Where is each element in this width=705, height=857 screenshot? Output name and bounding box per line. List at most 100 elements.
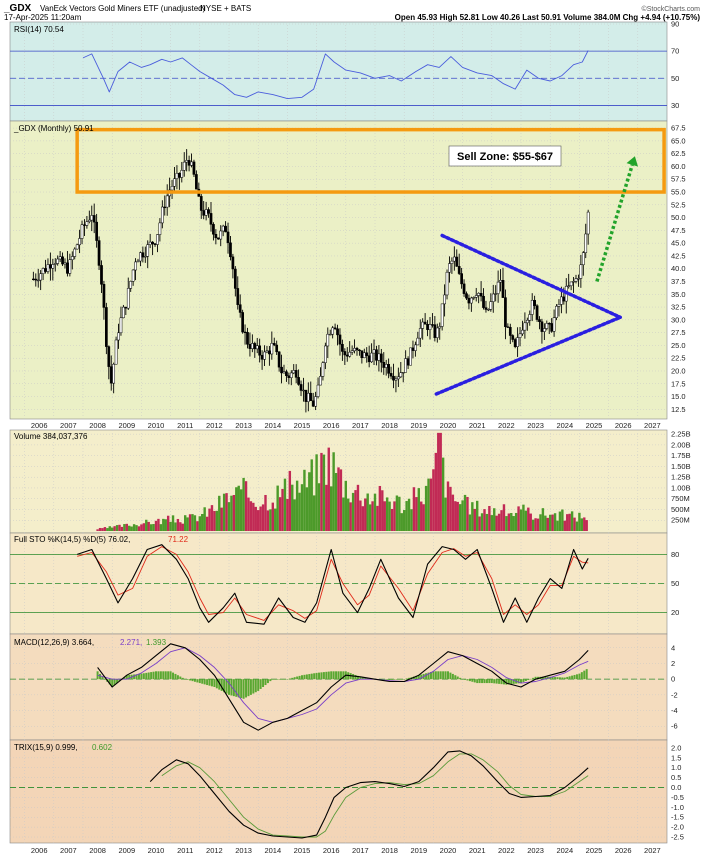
volume-bar — [573, 517, 576, 531]
y-tick-label: 2 — [671, 659, 675, 668]
y-tick-label: 42.5 — [671, 251, 686, 260]
macd-histogram-bar — [532, 677, 535, 680]
price-candle-body — [518, 333, 522, 338]
macd-histogram-bar — [193, 679, 196, 682]
price-candle-body — [34, 278, 38, 281]
price-candle-body — [126, 288, 130, 309]
price-candle-body — [119, 317, 123, 334]
volume-bar — [320, 452, 323, 531]
y-tick-label: 0.0 — [671, 783, 681, 792]
volume-bar — [483, 509, 486, 531]
volume-bar — [415, 497, 418, 531]
y-tick-label: 57.5 — [671, 175, 686, 184]
price-candle-body — [360, 350, 364, 359]
y-tick-label: 67.5 — [671, 124, 686, 133]
volume-bar — [247, 497, 250, 531]
x-tick-label: 2022 — [498, 421, 515, 430]
volume-bar — [128, 525, 131, 531]
price-candle-body — [477, 293, 481, 296]
price-candle-body — [543, 328, 546, 332]
macd-histogram-bar — [522, 679, 525, 683]
x-tick-label: 2006 — [31, 421, 48, 430]
macd-histogram-bar — [220, 679, 223, 691]
price-candle-body — [382, 362, 386, 368]
x-tick-label: 2007 — [60, 846, 77, 855]
macd-histogram-bar — [145, 672, 148, 680]
price-candle-body — [175, 173, 179, 179]
volume-bar — [288, 470, 292, 531]
volume-bar — [454, 501, 457, 531]
price-candle-body — [501, 280, 505, 298]
price-candle-body — [36, 279, 40, 282]
volume-bar — [553, 513, 557, 531]
macd-histogram-bar — [359, 676, 362, 680]
macd-histogram-bar — [172, 672, 175, 680]
macd-histogram-bar — [218, 679, 221, 690]
macd-histogram-bar — [315, 672, 318, 680]
macd-histogram-bar — [196, 679, 199, 683]
y-tick-label: 32.5 — [671, 303, 686, 312]
macd-histogram-bar — [186, 679, 189, 680]
price-candle-body — [229, 242, 232, 258]
macd-histogram-bar — [232, 679, 235, 697]
price-candle-body — [362, 352, 366, 359]
price-candle-body — [165, 195, 169, 208]
macd-histogram-bar — [322, 672, 325, 680]
volume-bar — [522, 504, 525, 531]
macd-histogram-bar — [254, 679, 257, 693]
price-candle-body — [555, 305, 558, 318]
price-candle-body — [131, 269, 135, 282]
macd-histogram-bar — [308, 674, 311, 680]
macd-histogram-bar — [573, 674, 576, 680]
y-tick-label: 250M — [671, 516, 690, 525]
price-candle-body — [372, 349, 376, 354]
macd-histogram-bar — [558, 677, 561, 680]
price-candle-body — [306, 392, 310, 402]
volume-bar — [351, 492, 355, 531]
price-candle-body — [124, 306, 128, 309]
macd-histogram-bar — [544, 676, 547, 680]
macd-histogram-bar — [147, 672, 150, 680]
price-candle-body — [204, 209, 208, 216]
macd-histogram-bar — [551, 676, 554, 680]
price-candle-body — [287, 375, 291, 378]
macd-histogram-bar — [456, 676, 459, 680]
volume-bar — [342, 497, 345, 531]
macd-histogram-bar — [169, 671, 172, 680]
volume-bar — [278, 497, 282, 531]
volume-bar — [466, 496, 469, 531]
volume-bar — [220, 507, 223, 531]
volume-legend: Volume 384,037,376 — [14, 432, 88, 441]
volume-bar — [322, 454, 326, 531]
macd-histogram-bar — [215, 679, 218, 689]
price-candle-body — [199, 196, 203, 211]
price-candle-body — [319, 376, 322, 386]
volume-bar — [106, 528, 109, 531]
trix-legend-main: TRIX(15,9) 0.999, — [14, 743, 78, 752]
x-tick-label: 2019 — [410, 421, 427, 430]
sell-zone-label-box — [448, 145, 562, 167]
macd-histogram-bar — [330, 671, 333, 680]
x-tick-label: 2008 — [89, 846, 106, 855]
price-candle-body — [97, 240, 101, 266]
macd-histogram-bar — [566, 676, 569, 680]
price-candle-body — [392, 375, 395, 381]
volume-bar — [488, 506, 491, 531]
macd-histogram-bar — [510, 679, 513, 685]
macd-histogram-bar — [563, 677, 566, 680]
price-candle-body — [156, 234, 159, 245]
macd-histogram-bar — [342, 671, 345, 680]
x-tick-label: 2023 — [527, 421, 544, 430]
macd-histogram-bar — [128, 674, 131, 680]
volume-bar — [252, 502, 255, 531]
x-tick-label: 2027 — [644, 421, 661, 430]
y-tick-label: -2.0 — [671, 823, 684, 832]
volume-bar — [218, 495, 221, 531]
volume-bar — [441, 457, 445, 531]
volume-bar — [356, 484, 360, 531]
macd-histogram-bar — [512, 679, 515, 684]
macd-histogram-bar — [507, 679, 510, 685]
macd-histogram-bar — [162, 671, 165, 680]
volume-bar — [184, 515, 187, 531]
